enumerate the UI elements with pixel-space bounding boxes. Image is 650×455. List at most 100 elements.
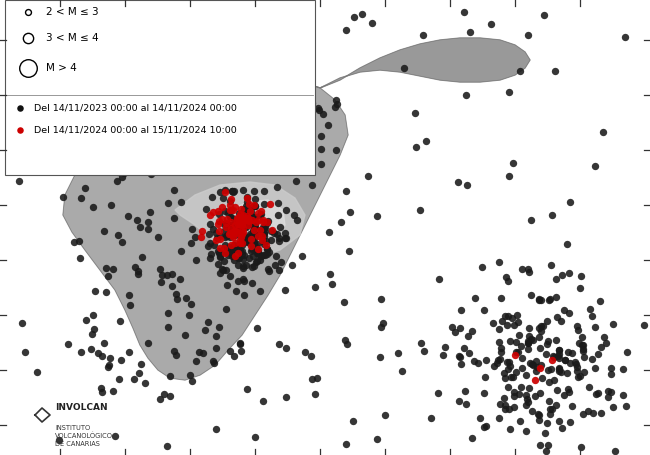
Point [544, 379, 554, 386]
Point [214, 233, 225, 240]
Point [230, 203, 240, 211]
Point [219, 227, 229, 234]
Point [112, 178, 122, 185]
Point [509, 404, 519, 411]
Point [294, 152, 304, 159]
Point [584, 306, 595, 313]
Point [131, 141, 141, 148]
Point [566, 349, 577, 356]
Point [233, 277, 243, 284]
Point [535, 441, 545, 449]
Point [233, 245, 244, 252]
Point [226, 224, 236, 232]
Point [255, 287, 265, 294]
Point [447, 323, 457, 330]
Point [473, 360, 483, 367]
Point [590, 364, 600, 371]
Point [363, 172, 373, 179]
Point [259, 201, 269, 208]
Point [29, 149, 40, 156]
Point [249, 240, 259, 247]
Point [207, 193, 217, 201]
Point [248, 228, 259, 235]
Point [113, 375, 124, 383]
Point [517, 364, 527, 371]
Point [543, 337, 553, 344]
Point [124, 349, 134, 356]
Point [240, 235, 250, 242]
Point [228, 242, 239, 249]
Point [536, 374, 547, 381]
Point [239, 278, 249, 285]
Point [252, 324, 262, 331]
Point [99, 339, 109, 346]
Point [227, 232, 237, 239]
Point [250, 262, 260, 269]
Point [256, 253, 266, 260]
Point [313, 105, 323, 112]
Point [205, 220, 215, 228]
Point [513, 318, 523, 325]
Point [214, 210, 224, 217]
Point [230, 240, 240, 247]
Point [274, 238, 284, 245]
Point [552, 352, 563, 359]
Point [535, 389, 545, 397]
Point [241, 261, 252, 268]
Point [244, 233, 255, 240]
Point [227, 233, 238, 240]
Point [528, 362, 539, 369]
Point [250, 225, 260, 232]
Point [111, 433, 121, 440]
Point [213, 261, 224, 268]
Point [220, 241, 230, 248]
Point [341, 26, 352, 33]
Point [521, 371, 531, 379]
Point [168, 215, 179, 222]
Point [550, 68, 560, 75]
Point [15, 126, 25, 134]
Point [196, 233, 206, 241]
Polygon shape [305, 38, 530, 88]
Point [218, 266, 228, 273]
Point [162, 271, 172, 278]
Point [563, 349, 573, 356]
Point [221, 223, 231, 231]
Point [169, 186, 179, 193]
Point [248, 238, 258, 245]
Point [367, 19, 378, 26]
Point [242, 194, 252, 201]
Point [224, 223, 234, 230]
Point [618, 392, 629, 399]
Point [47, 39, 58, 46]
Point [218, 194, 228, 202]
Point [253, 163, 263, 170]
Point [157, 271, 167, 278]
Point [516, 383, 526, 390]
Point [325, 270, 335, 278]
Point [523, 31, 533, 39]
Point [572, 323, 582, 330]
Point [233, 223, 244, 230]
Point [96, 385, 107, 392]
Point [250, 258, 261, 265]
Point [606, 370, 616, 378]
Point [292, 157, 303, 164]
Point [503, 384, 514, 391]
Point [140, 379, 151, 386]
Point [543, 367, 553, 374]
Point [155, 279, 166, 286]
Point [206, 251, 216, 258]
Point [175, 275, 185, 283]
Point [571, 360, 582, 368]
Point [211, 229, 221, 236]
Point [514, 348, 524, 355]
Point [244, 254, 255, 261]
Point [547, 211, 557, 218]
Point [237, 242, 247, 249]
Point [469, 357, 479, 364]
Point [578, 368, 589, 375]
Point [316, 160, 326, 167]
Point [257, 252, 268, 259]
Point [515, 68, 525, 75]
